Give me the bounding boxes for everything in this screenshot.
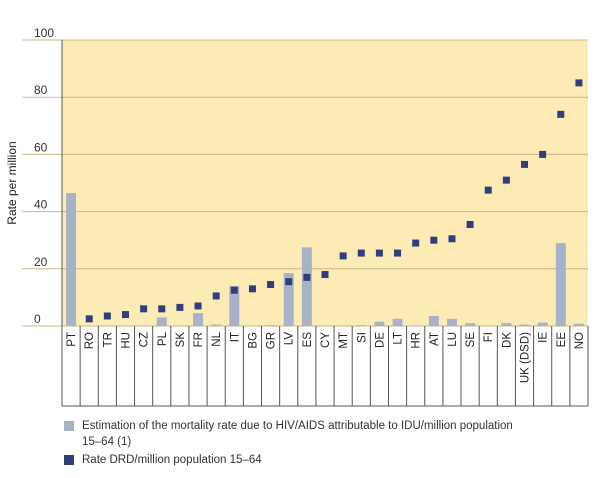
bar-ES (301, 247, 312, 326)
x-category-label: NL (211, 331, 223, 346)
legend-label-drd: Rate DRD/million population 15–64 (82, 454, 262, 466)
legend-swatch-marker (64, 455, 74, 465)
marker-NO (575, 79, 583, 87)
bar-IT (229, 285, 240, 326)
bar-PT (66, 193, 77, 326)
marker-FI (484, 186, 492, 194)
marker-series (85, 79, 583, 323)
y-tick-label: 60 (34, 140, 48, 154)
marker-DK (502, 176, 510, 184)
marker-IT (230, 286, 238, 294)
marker-ES (303, 273, 311, 281)
x-category-label: PL (157, 331, 169, 346)
marker-PL (158, 305, 166, 313)
marker-GR (267, 281, 275, 289)
marker-UK (DSD) (521, 160, 529, 168)
bar-EE (555, 243, 566, 326)
marker-SK (176, 303, 184, 311)
bar-NL (211, 324, 222, 326)
x-category-label: DE (374, 332, 386, 348)
x-category-label: IE (538, 332, 550, 343)
bar-AT (428, 315, 439, 326)
x-category-label: GR (266, 332, 278, 349)
bar-UK (DSD) (519, 324, 530, 326)
x-category-label: SE (465, 332, 477, 348)
x-category-label: LV (284, 332, 296, 346)
bar-LU (446, 318, 457, 326)
y-tick-label: 0 (34, 312, 41, 326)
x-category-label: NO (574, 332, 586, 349)
x-category-label: LT (393, 332, 405, 345)
y-axis-title: Rate per million (5, 141, 19, 224)
x-category-label: FI (483, 332, 495, 342)
marker-EE (557, 110, 565, 118)
marker-FR (194, 302, 202, 310)
x-category-label: BG (247, 332, 259, 349)
x-category-label: IT (229, 332, 241, 342)
legend-item-hiv: Estimation of the mortality rate due to … (64, 418, 534, 450)
legend: Estimation of the mortality rate due to … (64, 418, 534, 470)
marker-RO (85, 315, 93, 323)
marker-CY (321, 271, 329, 279)
x-category-label: EE (556, 332, 568, 348)
marker-TR (103, 312, 111, 320)
x-category-label: SK (175, 332, 187, 348)
marker-LV (285, 278, 293, 286)
marker-LU (448, 235, 456, 243)
y-tick-label: 40 (34, 198, 48, 212)
legend-swatch-bar (64, 421, 74, 431)
marker-CZ (140, 305, 148, 313)
x-category-label: UK (DSD) (520, 332, 532, 383)
marker-BG (248, 285, 256, 293)
y-tick-label: 80 (34, 83, 48, 97)
bar-NO (573, 323, 584, 326)
x-category-label: LU (447, 332, 459, 347)
bar-SI (356, 325, 367, 326)
plot-background (62, 40, 588, 326)
bar-FR (193, 313, 204, 326)
bar-DK (501, 323, 512, 326)
bar-SE (465, 323, 476, 326)
bar-series (66, 193, 584, 326)
y-tick-label: 20 (34, 255, 48, 269)
marker-LT (394, 249, 402, 257)
x-category-label: AT (429, 332, 441, 346)
x-category-label: SI (356, 332, 368, 343)
y-axis-ticks: 0 20 40 60 80 100 (34, 26, 54, 326)
marker-SE (466, 220, 474, 228)
legend-item-drd: Rate DRD/million population 15–64 (64, 452, 534, 468)
x-category-label: PT (66, 332, 78, 347)
x-category-label: CY (320, 332, 332, 348)
bar-GR (265, 325, 276, 326)
x-category-label: ES (302, 332, 314, 348)
marker-AT (430, 236, 438, 244)
y-tick-label: 100 (34, 26, 54, 40)
x-category-label: RO (84, 332, 96, 349)
legend-label-hiv: Estimation of the mortality rate due to … (82, 420, 513, 448)
bar-PL (156, 317, 167, 326)
x-category-label: HU (120, 332, 132, 349)
marker-DE (375, 249, 383, 257)
x-category-label: HR (411, 332, 423, 349)
x-category-label: DK (501, 332, 513, 348)
marker-MT (339, 252, 347, 260)
marker-NL (212, 292, 220, 300)
x-category-label: CZ (139, 332, 151, 347)
marker-SI (357, 249, 365, 257)
marker-HR (412, 239, 420, 247)
marker-IE (539, 150, 547, 158)
marker-HU (121, 311, 129, 319)
bar-LT (392, 318, 403, 326)
bar-IE (537, 322, 548, 326)
x-category-label: FR (193, 332, 205, 347)
x-category-label: TR (102, 332, 114, 347)
x-category-label: MT (338, 332, 350, 349)
bar-DE (374, 321, 385, 326)
x-axis-categories: PT RO TR HU CZ PL SK FR NL IT BG GR LV ES CY MT SI DE LT HR… (61, 326, 589, 407)
bar-LV (283, 273, 294, 326)
